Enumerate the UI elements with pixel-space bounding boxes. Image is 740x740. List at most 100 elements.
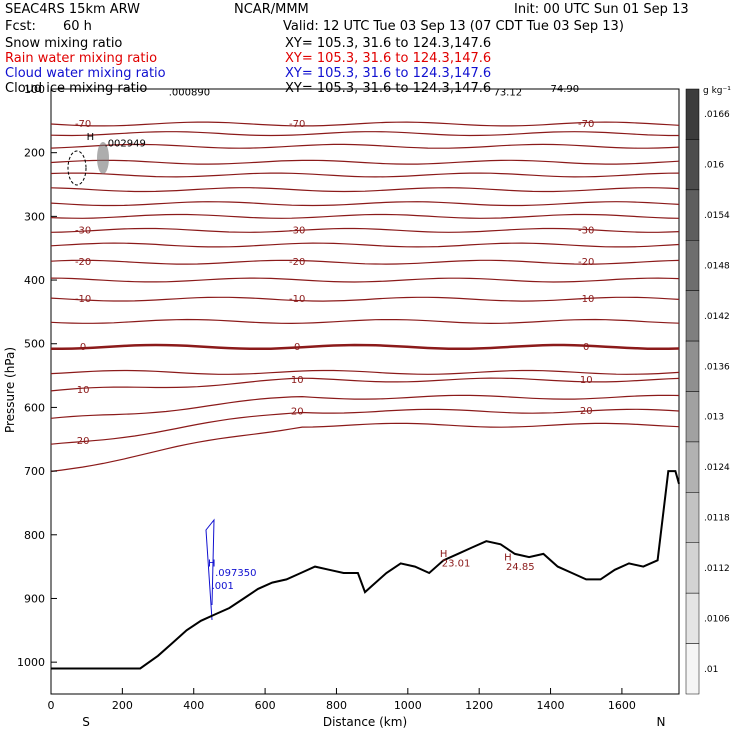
contour-annotation: .097350 bbox=[215, 568, 256, 579]
colorbar-label: .0118 bbox=[704, 514, 730, 524]
colorbar-label: .0112 bbox=[704, 564, 730, 574]
fcst-value: 60 h bbox=[63, 19, 92, 34]
colorbar-swatch bbox=[685, 441, 700, 493]
contour-annotation: 24.85 bbox=[506, 562, 535, 573]
field-cloudwater-xy: XY= 105.3, 31.6 to 124.3,147.6 bbox=[285, 66, 492, 81]
y-tick-label: 100 bbox=[24, 83, 45, 96]
x-tick-label: 400 bbox=[183, 699, 204, 712]
plot-frame bbox=[50, 88, 680, 695]
colorbar-swatch bbox=[685, 643, 700, 695]
isotherm-label: 20 bbox=[77, 436, 90, 447]
isotherm-line bbox=[50, 201, 680, 207]
contour-annotation: .000890 bbox=[169, 87, 210, 98]
isotherm-line bbox=[50, 369, 680, 375]
y-tick-label: 1000 bbox=[17, 656, 45, 669]
isotherm-label: -20 bbox=[578, 257, 594, 268]
isotherm-group: -70 -70 -70 -30 -30 -30 -20 -20 -20 -10 -10 -10 0 0 0 1… bbox=[50, 119, 680, 472]
isotherm-label: 20 bbox=[580, 406, 593, 417]
colorbar-swatch bbox=[685, 290, 700, 342]
isotherm-label: 0 bbox=[80, 342, 86, 353]
x-tick-label: 600 bbox=[255, 699, 276, 712]
y-tick-label: 600 bbox=[24, 401, 45, 414]
y-tick-group: 100 200 300 400 500 600 700 800 900 1000 bbox=[17, 83, 57, 669]
colorbar-units: g kg⁻¹ bbox=[703, 86, 731, 96]
x-tick-label: 1000 bbox=[394, 699, 422, 712]
colorbar-label: .01 bbox=[704, 665, 718, 675]
isotherm-line bbox=[50, 159, 680, 165]
direction-north: N bbox=[657, 715, 666, 729]
isotherm-label: 0 bbox=[294, 342, 300, 353]
x-tick-label: 0 bbox=[48, 699, 55, 712]
isotherm-line bbox=[50, 296, 680, 302]
isotherm-label: 10 bbox=[580, 375, 593, 386]
colorbar-label: .0154 bbox=[704, 211, 730, 221]
isotherm-line bbox=[50, 131, 679, 137]
field-snow-name: Snow mixing ratio bbox=[5, 36, 123, 51]
contour-annotation: H bbox=[440, 549, 448, 560]
field-snow-xy: XY= 105.3, 31.6 to 124.3,147.6 bbox=[285, 36, 492, 51]
isotherm-line bbox=[50, 394, 680, 419]
y-tick-label: 300 bbox=[24, 210, 45, 223]
contour-annotation: 23.01 bbox=[442, 559, 471, 570]
colorbar-label: .0106 bbox=[704, 614, 730, 624]
isotherm-line bbox=[50, 422, 680, 472]
isotherm-label: 0 bbox=[583, 342, 589, 353]
isotherm-line bbox=[50, 143, 680, 149]
direction-south: S bbox=[82, 715, 90, 729]
isotherm-label: -10 bbox=[578, 294, 594, 305]
y-tick-label: 500 bbox=[24, 338, 45, 351]
isotherm-line bbox=[50, 277, 680, 283]
y-tick-label: 900 bbox=[24, 592, 45, 605]
isotherm-label: 10 bbox=[77, 385, 90, 396]
isotherm-label: -70 bbox=[75, 119, 91, 130]
colorbar-swatch bbox=[685, 492, 700, 544]
y-tick-label: 700 bbox=[24, 465, 45, 478]
isotherm-label: -10 bbox=[289, 294, 305, 305]
contour-annotation: H bbox=[208, 559, 216, 570]
isotherm-label: -30 bbox=[75, 225, 91, 236]
contour-annotation: .002949 bbox=[105, 138, 146, 149]
contour-annotation: 73.12 bbox=[493, 87, 522, 98]
y-tick-label: 800 bbox=[24, 529, 45, 542]
cloud-ice-blob bbox=[97, 142, 109, 174]
isotherm-line bbox=[50, 213, 680, 219]
valid-time: Valid: 12 UTC Tue 03 Sep 13 (07 CDT Tue … bbox=[283, 19, 624, 34]
colorbar-swatch bbox=[685, 240, 700, 291]
annotation-group: H.002949.000890H.097350.001H23.01H24.857… bbox=[87, 84, 580, 592]
colorbar-label: .016 bbox=[704, 161, 724, 171]
colorbar-swatch bbox=[685, 189, 700, 241]
isotherm-line bbox=[50, 227, 680, 233]
isotherm-line bbox=[51, 343, 680, 351]
field-rain-name: Rain water mixing ratio bbox=[5, 51, 158, 66]
colorbar-label: .0148 bbox=[704, 261, 730, 271]
org-title: NCAR/MMM bbox=[234, 2, 309, 17]
y-tick-label: 200 bbox=[24, 147, 45, 160]
colorbar-label: .0166 bbox=[704, 110, 730, 120]
contour-annotation: H bbox=[504, 552, 512, 563]
isotherm-line bbox=[50, 408, 680, 445]
colorbar-swatch bbox=[685, 340, 700, 392]
fcst-label: Fcst: bbox=[5, 19, 36, 34]
cloud-group bbox=[67, 142, 215, 621]
isotherm-line bbox=[50, 318, 680, 325]
isotherm-label: -30 bbox=[289, 225, 305, 236]
x-tick-group: 0 200 400 600 800 1000 1200 1400 1600 bbox=[48, 688, 636, 712]
isotherm-label: -20 bbox=[289, 257, 305, 268]
y-axis-title: Pressure (hPa) bbox=[3, 347, 17, 433]
colorbar-swatch bbox=[685, 88, 700, 140]
cloud-ice-outline bbox=[67, 150, 87, 186]
x-tick-label: 1600 bbox=[608, 699, 636, 712]
isotherm-line bbox=[50, 242, 680, 248]
isotherm-line bbox=[50, 172, 680, 178]
isotherm-line bbox=[50, 377, 680, 392]
x-tick-label: 800 bbox=[326, 699, 347, 712]
x-axis-title: Distance (km) bbox=[323, 715, 407, 729]
init-time: Init: 00 UTC Sun 01 Sep 13 bbox=[514, 2, 689, 17]
isotherm-label: -10 bbox=[75, 294, 91, 305]
isotherm-label: 20 bbox=[291, 407, 304, 418]
y-tick-label: 400 bbox=[24, 274, 45, 287]
colorbar-label: .0136 bbox=[704, 362, 730, 372]
x-tick-label: 1400 bbox=[537, 699, 565, 712]
isotherm-line bbox=[50, 259, 680, 265]
